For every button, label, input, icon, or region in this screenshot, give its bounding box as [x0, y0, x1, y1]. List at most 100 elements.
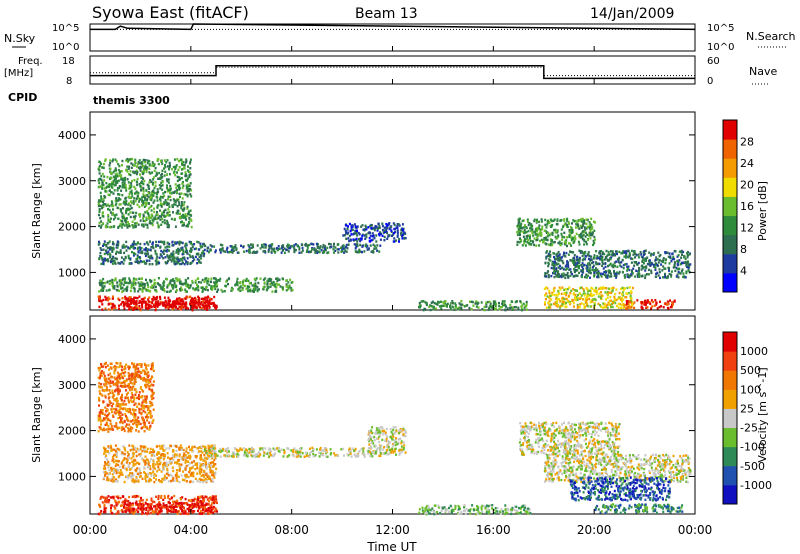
power-cell — [634, 252, 637, 256]
power-cell — [176, 279, 179, 283]
power-cell — [149, 220, 152, 223]
power-cell — [147, 159, 150, 162]
power-cell — [659, 276, 661, 280]
power-cell — [648, 262, 651, 265]
power-cell — [103, 195, 106, 198]
power-cell — [486, 300, 489, 304]
power-colorbar-frame — [722, 119, 738, 293]
power-cell — [186, 177, 189, 180]
power-cell — [100, 195, 103, 198]
power-cell — [186, 188, 189, 191]
power-cell — [216, 290, 219, 293]
power-cell — [609, 262, 612, 265]
power-cell — [151, 299, 154, 302]
power-cell — [131, 224, 134, 227]
velocity-cell — [198, 462, 201, 465]
power-cell — [99, 247, 102, 250]
velocity-cell — [204, 503, 207, 507]
power-cell — [398, 224, 401, 227]
power-cell — [160, 174, 163, 177]
power-cell — [151, 222, 154, 225]
power-cell — [493, 302, 496, 305]
power-cell — [372, 234, 375, 237]
power-cell — [166, 159, 169, 162]
power-cell — [144, 287, 147, 291]
power-cell — [273, 247, 276, 250]
power-cell — [546, 254, 549, 258]
power-cell — [372, 249, 375, 253]
power-cell — [568, 234, 571, 237]
power-cell — [129, 306, 132, 309]
power-cell — [662, 258, 665, 261]
power-cell — [637, 256, 640, 259]
power-cell — [347, 237, 350, 240]
power-cell — [142, 215, 145, 218]
power-cell — [126, 220, 129, 224]
power-cell — [132, 226, 135, 229]
power-cell — [343, 251, 346, 254]
power-cell — [182, 249, 185, 252]
power-cell — [214, 249, 217, 252]
power-cell — [359, 250, 362, 253]
power-cell — [177, 168, 180, 172]
power-cell — [202, 299, 205, 302]
power-cell — [622, 288, 625, 292]
power-cell — [117, 199, 120, 202]
power-cell — [315, 242, 318, 246]
power-cell — [589, 225, 592, 229]
power-cell — [237, 288, 240, 291]
power-cell — [137, 166, 140, 169]
power-cell — [147, 243, 150, 246]
power-cell — [183, 258, 186, 261]
power-cell — [250, 246, 253, 249]
power-cell — [142, 172, 145, 175]
power-cell — [680, 270, 683, 273]
velocity-cell — [215, 508, 218, 511]
power-cell — [121, 297, 124, 300]
power-cell — [178, 183, 181, 187]
power-cell — [565, 251, 568, 255]
power-colorbar-label: Power [dB] — [756, 181, 769, 241]
power-cell — [102, 277, 105, 281]
power-cell — [118, 283, 121, 286]
power-cell — [173, 200, 176, 203]
velocity-cell — [199, 495, 202, 498]
power-cell — [578, 264, 580, 268]
velocity-cell — [125, 510, 128, 513]
power-cell — [143, 285, 146, 288]
power-cell — [573, 262, 576, 266]
power-cell — [314, 248, 317, 252]
power-cell — [552, 219, 555, 222]
power-cell — [285, 248, 288, 251]
velocity-cell — [105, 507, 108, 510]
power-cell — [645, 265, 648, 268]
power-cell — [669, 305, 672, 309]
power-cell — [111, 257, 113, 261]
power-cell — [587, 254, 590, 257]
power-cell — [390, 229, 393, 232]
power-cell — [190, 247, 192, 250]
power-cell — [211, 287, 214, 290]
power-cell — [306, 244, 309, 247]
power-cell — [570, 231, 573, 235]
power-cell — [200, 246, 203, 249]
power-cell — [457, 308, 459, 311]
power-cell — [108, 189, 111, 193]
power-cell — [251, 284, 254, 287]
power-cell — [184, 213, 187, 216]
power-cell — [126, 301, 129, 305]
power-cell — [180, 262, 183, 266]
power-cell — [143, 242, 146, 246]
velocity-cell — [177, 510, 180, 513]
power-cell — [164, 249, 167, 252]
power-cell — [686, 252, 688, 255]
power-cell — [589, 229, 592, 233]
power-cell — [203, 298, 206, 301]
power-cell — [181, 305, 184, 308]
power-cell — [586, 292, 589, 296]
power-cell — [652, 264, 655, 267]
power-cell — [112, 247, 115, 251]
power-cell — [576, 265, 578, 268]
power-cell — [116, 242, 119, 245]
velocity-cell — [137, 495, 140, 498]
